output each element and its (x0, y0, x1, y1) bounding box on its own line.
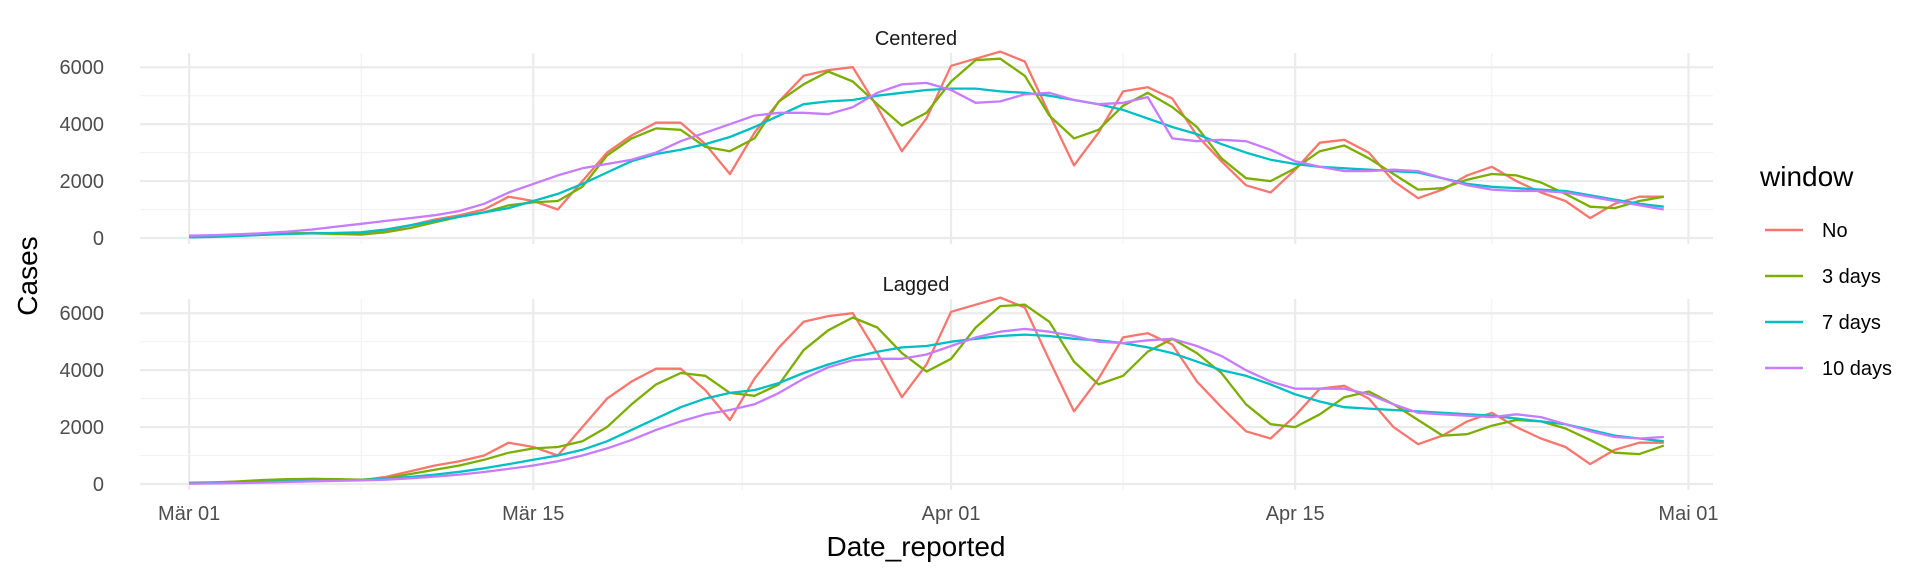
x-axis-title: Date_reported (826, 531, 1005, 562)
x-tick-label: Mär 15 (502, 503, 564, 525)
series-line-1-3-days (189, 303, 1665, 485)
series-line-0-10-days (189, 81, 1664, 237)
y-tick-label: 2000 (60, 171, 105, 193)
legend-label: 7 days (1822, 312, 1881, 334)
series-line-1-no (189, 296, 1664, 484)
panel-centered-y-tick-labels: 0 2000 4000 6000 (60, 57, 105, 250)
y-tick-label: 4000 (60, 114, 105, 136)
legend-title: window (1759, 161, 1854, 192)
series-line-0-7-days (189, 87, 1664, 239)
panel-lagged-y-tick-labels: 0 2000 4000 6000 (60, 303, 105, 496)
panel-lagged: Lagged 0 2000 4000 6000 (60, 274, 1713, 496)
series-line-1-7-days (189, 333, 1664, 485)
y-tick-label: 6000 (60, 303, 105, 325)
panel-title-lagged: Lagged (883, 274, 950, 296)
x-tick-label: Apr 01 (922, 503, 981, 525)
y-tick-label: 0 (93, 228, 104, 250)
x-tick-label: Mär 01 (158, 503, 220, 525)
legend: window No 3 days 7 days 10 days (1759, 161, 1892, 380)
x-tick-labels: Mär 01 Mär 15 Apr 01 Apr 15 Mai 01 (158, 503, 1718, 525)
y-tick-label: 0 (93, 474, 104, 496)
y-tick-label: 2000 (60, 417, 105, 439)
panel-title-centered: Centered (875, 28, 957, 50)
panel-centered-lines (189, 50, 1664, 239)
series-line-0-no (189, 50, 1664, 238)
y-tick-label: 4000 (60, 360, 105, 382)
panel-centered: Centered 0 2000 4000 6000 (60, 28, 1713, 250)
legend-label: 10 days (1822, 358, 1892, 380)
legend-label: 3 days (1822, 266, 1881, 288)
series-line-1-10-days (189, 327, 1664, 485)
panel-lagged-lines (189, 296, 1665, 485)
x-tick-label: Mai 01 (1658, 503, 1718, 525)
legend-label: No (1822, 220, 1848, 242)
panel-lagged-grid (140, 299, 1713, 490)
series-line-0-3-days (189, 57, 1664, 238)
y-tick-label: 6000 (60, 57, 105, 79)
panel-centered-grid (140, 53, 1713, 244)
y-axis-title: Cases (12, 236, 43, 315)
x-tick-label: Apr 15 (1266, 503, 1325, 525)
legend-items: No 3 days 7 days 10 days (1765, 220, 1892, 380)
